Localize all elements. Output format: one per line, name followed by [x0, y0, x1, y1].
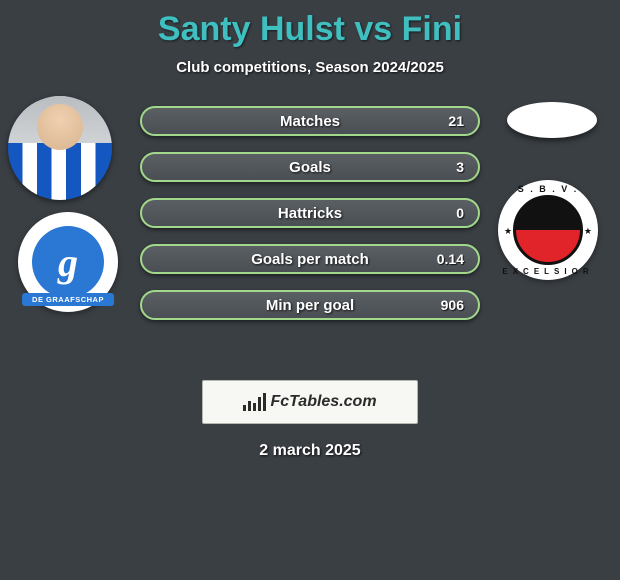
- stat-label: Hattricks: [278, 205, 342, 222]
- left-player-column: g DE GRAAFSCHAP: [8, 96, 128, 356]
- club-badge-left-inner: g: [32, 226, 104, 298]
- stat-label: Goals: [289, 159, 331, 176]
- club-badge-right: S . B . V . ★ ★ EXCELSIOR: [498, 180, 598, 280]
- player-avatar-right-placeholder: [507, 102, 597, 138]
- stat-row-hattricks: Hattricks 0: [140, 198, 480, 228]
- star-icon: ★: [584, 226, 592, 237]
- snapshot-date: 2 march 2025: [0, 442, 620, 460]
- club-badge-right-bottom-text: EXCELSIOR: [498, 267, 598, 276]
- stat-right-value: 906: [441, 297, 464, 313]
- source-brand-text: FcTables.com: [270, 393, 376, 411]
- club-badge-right-inner: [513, 195, 583, 265]
- club-badge-right-top-text: S . B . V .: [498, 184, 598, 194]
- right-player-column: S . B . V . ★ ★ EXCELSIOR: [492, 96, 612, 356]
- stat-row-min-per-goal: Min per goal 906: [140, 290, 480, 320]
- bar-chart-icon: [243, 393, 266, 411]
- club-badge-left-ribbon: DE GRAAFSCHAP: [22, 293, 114, 306]
- stat-bars: Matches 21 Goals 3 Hattricks 0 Goals per…: [140, 106, 480, 336]
- source-badge: FcTables.com: [202, 380, 418, 424]
- stat-label: Matches: [280, 113, 340, 130]
- stat-row-goals-per-match: Goals per match 0.14: [140, 244, 480, 274]
- club-badge-left: g DE GRAAFSCHAP: [18, 212, 118, 312]
- stat-right-value: 21: [448, 113, 464, 129]
- comparison-panel: g DE GRAAFSCHAP Matches 21 Goals 3 Hattr…: [0, 106, 620, 366]
- stat-label: Min per goal: [266, 297, 354, 314]
- page-title: Santy Hulst vs Fini: [0, 0, 620, 49]
- stat-right-value: 0: [456, 205, 464, 221]
- stat-row-goals: Goals 3: [140, 152, 480, 182]
- player-avatar-left: [8, 96, 112, 200]
- stat-label: Goals per match: [251, 251, 369, 268]
- stat-right-value: 0.14: [437, 251, 464, 267]
- stat-row-matches: Matches 21: [140, 106, 480, 136]
- season-subtitle: Club competitions, Season 2024/2025: [0, 59, 620, 76]
- star-icon: ★: [504, 226, 512, 237]
- stat-right-value: 3: [456, 159, 464, 175]
